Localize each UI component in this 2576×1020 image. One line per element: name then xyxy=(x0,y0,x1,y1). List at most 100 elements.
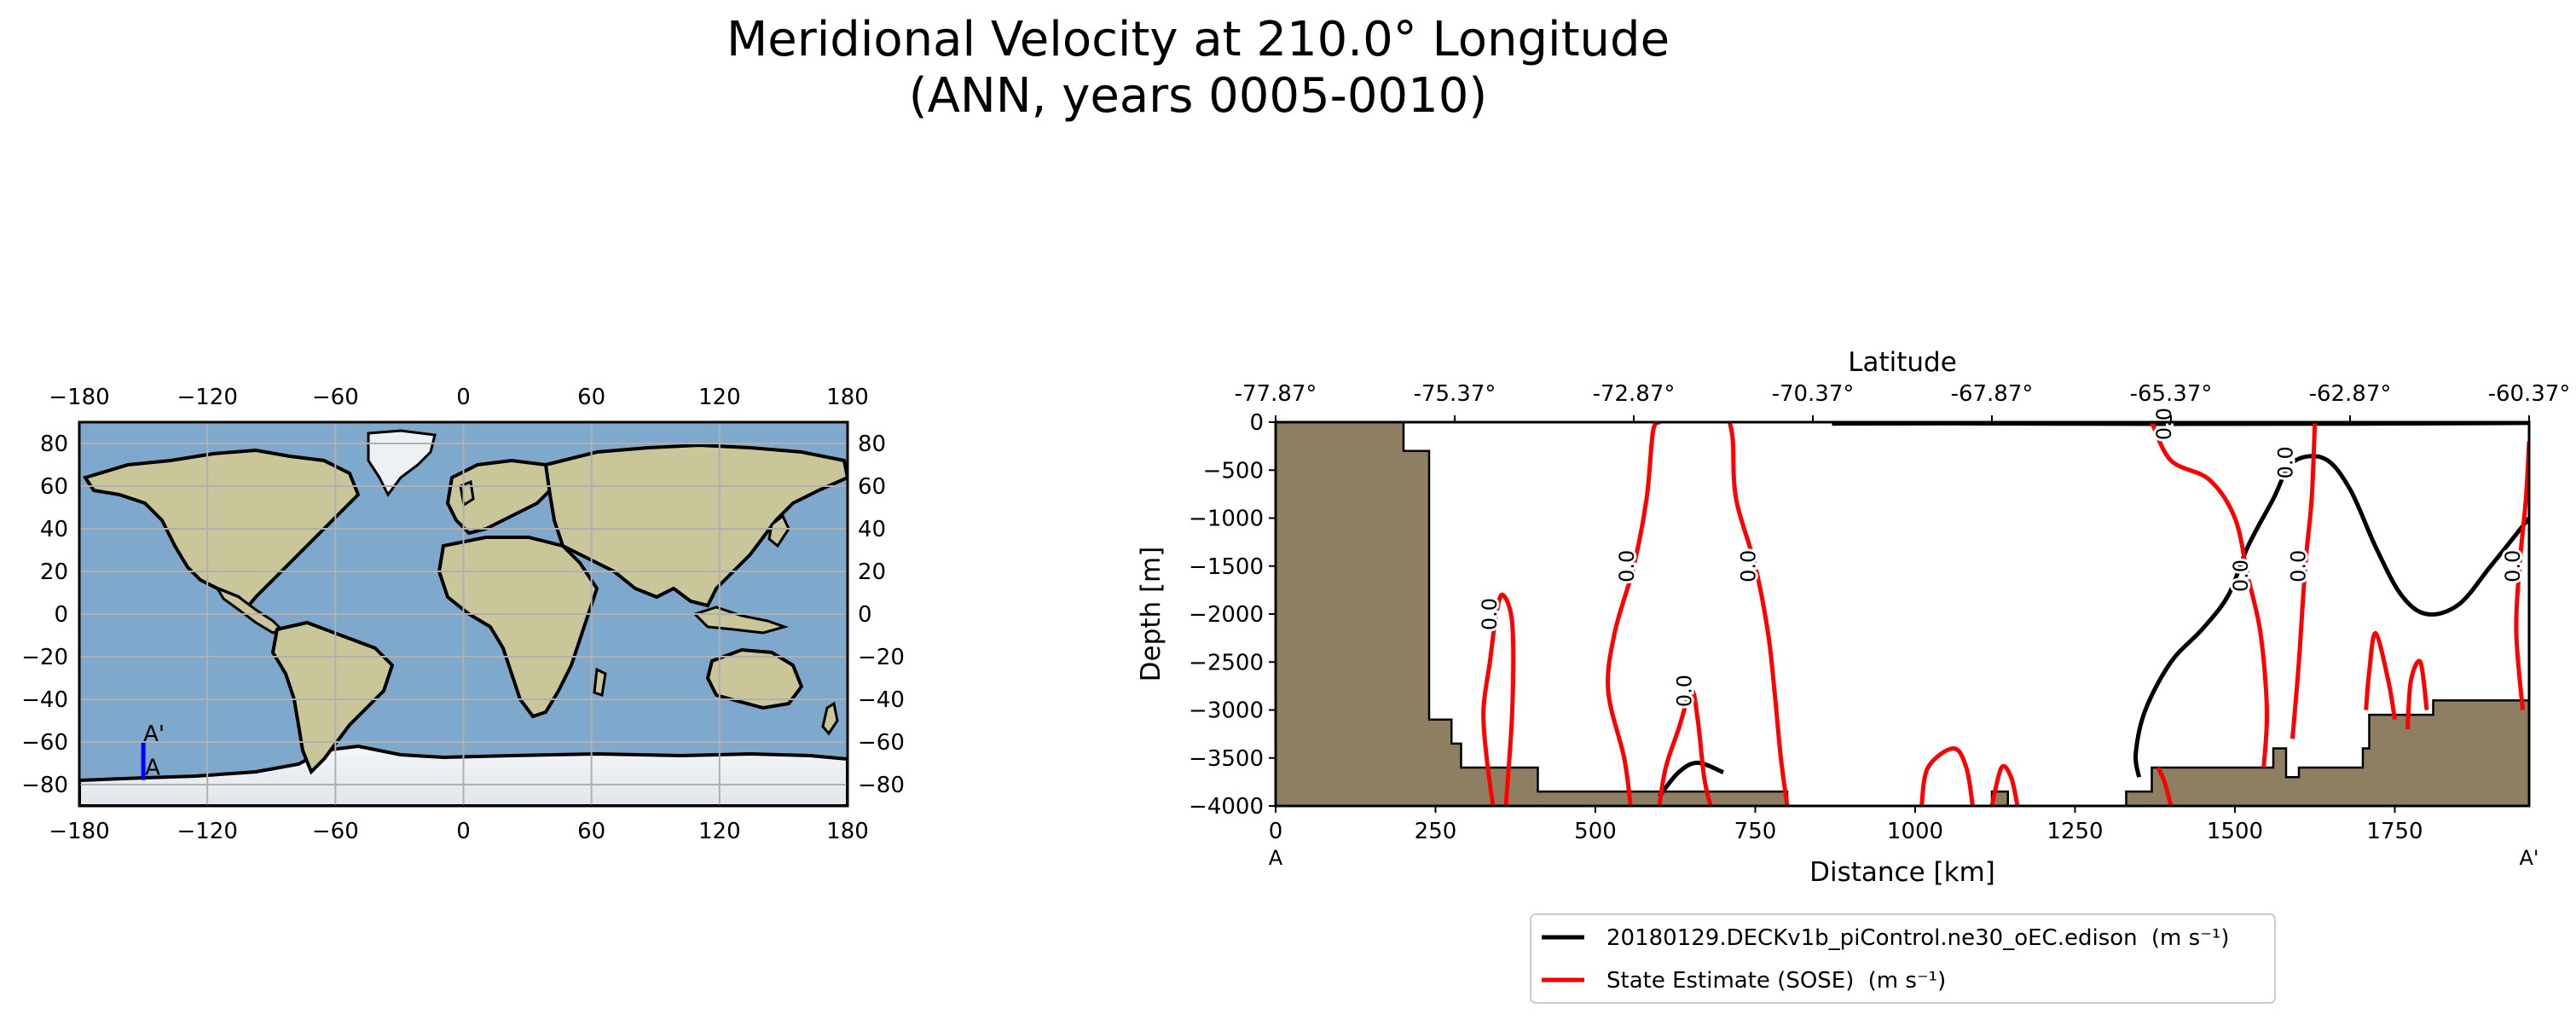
map-xtick-label-top: 180 xyxy=(826,385,869,410)
section-lat-tick-label: -77.87° xyxy=(1235,381,1317,407)
map-yticks-left: 80 60 40 20 0 −20 −40 −60 −80 xyxy=(21,432,68,798)
contour-label-obs: 0.0 xyxy=(1615,550,1639,582)
map-xtick-label-top: −60 xyxy=(312,385,359,410)
map-ytick-label-right: −20 xyxy=(858,645,905,670)
map-xtick-label-top: 0 xyxy=(456,385,471,410)
contour-label-model: 0.0 xyxy=(2152,408,2176,440)
map-ytick-label-left: −80 xyxy=(21,773,68,798)
map-xtick-label-bottom: −120 xyxy=(177,819,237,844)
map-yticks-right: 80 60 40 20 0 −20 −40 −60 −80 xyxy=(858,432,905,798)
section-xtick-label: 0 xyxy=(1269,819,1283,844)
section-ytick-label: −3000 xyxy=(1189,698,1264,724)
legend-label-model: 20180129.DECKv1b_piControl.ne30_oEC.edis… xyxy=(1606,925,2229,951)
section-ytick-label: −1500 xyxy=(1189,554,1264,580)
legend-label-obs-units: (m s⁻¹) xyxy=(1868,968,1947,994)
contour-model xyxy=(1658,760,1724,798)
map-xtick-label-bottom: 0 xyxy=(456,819,471,844)
map-ytick-label-right: 40 xyxy=(858,517,886,542)
contour-obs xyxy=(2364,630,2397,721)
contour-model xyxy=(2133,454,2529,778)
map-xticks-bottom: −180 −120 −60 0 60 120 180 xyxy=(49,819,869,844)
section-lat-tick-label: -62.87° xyxy=(2309,381,2392,407)
section-xtick-label: 1500 xyxy=(2207,819,2263,844)
map-ytick-label-left: −60 xyxy=(21,730,68,756)
madagascar xyxy=(593,667,607,697)
section-latitude-ticks: -77.87° -75.37° -72.87° -70.37° -67.87° -65.3… xyxy=(1235,381,2571,422)
section-ytick-label: −2500 xyxy=(1189,650,1264,675)
map-ytick-label-right: 60 xyxy=(858,474,886,500)
section-background xyxy=(1276,422,2529,806)
contour-labels: 0.0 0.0 0.0 0.0 0.0 0.0 0.0 0.0 0.0 xyxy=(1475,405,2527,710)
map-ytick-label-right: −60 xyxy=(858,730,905,756)
contour-obs xyxy=(1728,422,1790,806)
section-start-label: A xyxy=(1269,846,1283,870)
europe xyxy=(445,458,557,536)
map-xtick-label-bottom: 180 xyxy=(826,819,869,844)
contour-obs xyxy=(1657,688,1713,806)
map-ytick-label-right: 80 xyxy=(858,432,886,457)
section-ylabel: Depth [m] xyxy=(1136,547,1166,682)
map-ytick-label-left: 60 xyxy=(40,474,68,500)
section-lat-tick-label: -75.37° xyxy=(1414,381,1496,407)
section-end-label: A' xyxy=(2519,846,2538,870)
japan xyxy=(767,513,790,548)
section-ytick-label: −4000 xyxy=(1189,794,1264,820)
section-lat-tick-label: -70.37° xyxy=(1772,381,1855,407)
legend-box xyxy=(1530,913,2276,1004)
map-xtick-label-bottom: 120 xyxy=(698,819,741,844)
section-xlabel: Distance [km] xyxy=(1809,857,1995,888)
map-ytick-label-left: 80 xyxy=(40,432,68,457)
section-lat-tick-label: -60.37° xyxy=(2488,381,2571,407)
section-xtick-label: 1250 xyxy=(2046,819,2103,844)
australia xyxy=(705,647,804,710)
contour-obs xyxy=(2290,422,2318,739)
section-xtick-label: 1750 xyxy=(2366,819,2423,844)
transect-start-label: A xyxy=(145,756,160,781)
map-ytick-label-right: −80 xyxy=(858,773,905,798)
contour-obs xyxy=(2156,766,2174,806)
map-ytick-label-right: −40 xyxy=(858,687,905,713)
section-xtick-label: 500 xyxy=(1574,819,1617,844)
map-ytick-label-right: 0 xyxy=(858,602,872,628)
contour-obs xyxy=(1989,763,2020,806)
legend-label-obs: State Estimate (SOSE) (m s⁻¹) xyxy=(1606,968,1946,994)
section-xtick-label: 250 xyxy=(1415,819,1457,844)
contour-obs xyxy=(1606,422,1662,806)
contour-label-obs: 0.0 xyxy=(1478,598,1502,630)
map-xtick-label-top: 120 xyxy=(698,385,741,410)
map-ytick-label-right: 20 xyxy=(858,559,886,585)
legend-label-obs-name: State Estimate (SOSE) xyxy=(1606,968,1854,994)
legend-label-model-units: (m s⁻¹) xyxy=(2151,925,2230,951)
map-panel: A A' −180 −120 −60 0 60 120 180 −180 −120 −60 0 60… xyxy=(21,385,905,844)
contour-obs xyxy=(1481,592,1516,806)
map-xtick-label-top: −120 xyxy=(177,385,237,410)
title-line-2: (ANN, years 0005-0010) xyxy=(908,68,1488,124)
map-ytick-label-left: −20 xyxy=(21,645,68,670)
map-xtick-label-bottom: −180 xyxy=(49,819,109,844)
map-ytick-label-left: 0 xyxy=(54,602,68,628)
section-top-label: Latitude xyxy=(1848,347,1957,378)
section-lat-tick-label: -65.37° xyxy=(2130,381,2213,407)
map-ytick-label-left: 20 xyxy=(40,559,68,585)
new-zealand xyxy=(821,701,839,736)
section-lat-tick-label: -67.87° xyxy=(1951,381,2034,407)
contour-label-obs: 0.0 xyxy=(1737,550,1761,582)
map-xtick-label-top: 60 xyxy=(577,385,605,410)
contour-label-model: 0.0 xyxy=(2274,446,2298,478)
section-ytick-label: −500 xyxy=(1203,458,1264,484)
contour-label-obs: 0.0 xyxy=(2501,550,2525,582)
contour-obs xyxy=(2150,422,2270,768)
contour-obs xyxy=(2514,441,2529,710)
map-ytick-label-left: −40 xyxy=(21,687,68,713)
legend-label-model-name: 20180129.DECKv1b_piControl.ne30_oEC.edis… xyxy=(1606,925,2138,951)
section-xticks: 0 250 500 750 1000 1250 1500 1750 xyxy=(1269,806,2423,844)
section-panel: 0.0 0.0 0.0 0.0 0.0 0.0 0.0 0.0 0.0 0 250 500 750 10… xyxy=(1136,347,2570,888)
contour-label-obs: 0.0 xyxy=(2229,559,2253,592)
greenland xyxy=(367,429,437,497)
contour-obs xyxy=(2405,658,2429,730)
section-ytick-label: −3500 xyxy=(1189,746,1264,772)
section-ytick-label: −1000 xyxy=(1189,507,1264,532)
section-yticks: 0 −500 −1000 −1500 −2000 −2500 −3000 −3500 −4000 xyxy=(1189,410,1276,820)
section-ytick-label: 0 xyxy=(1249,410,1264,436)
